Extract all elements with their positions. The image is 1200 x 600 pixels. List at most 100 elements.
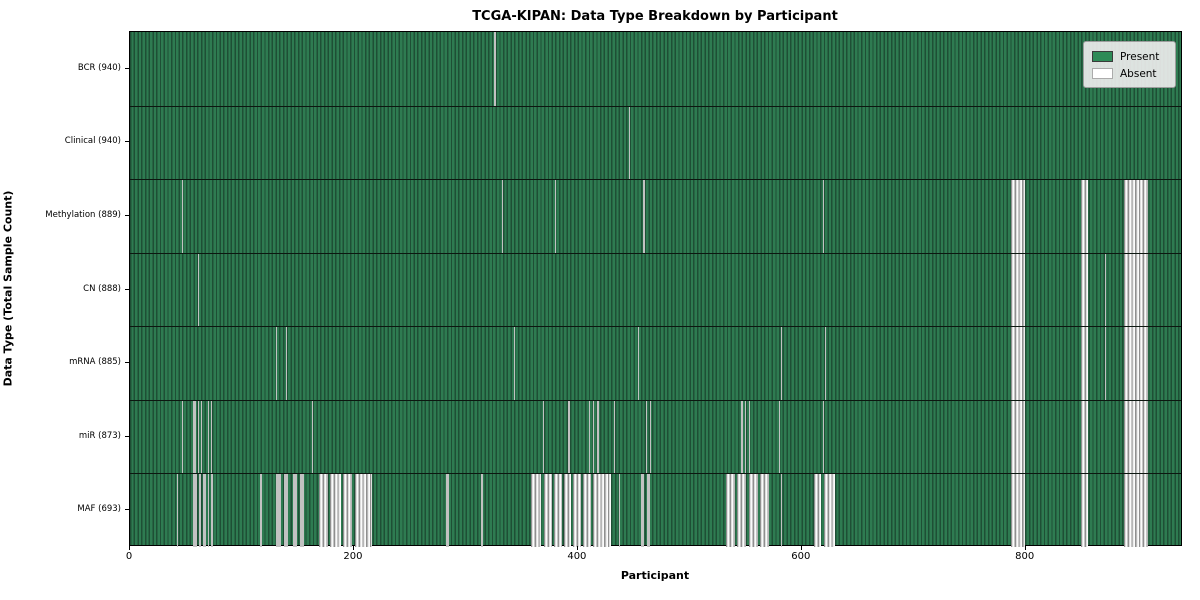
y-tick: [124, 288, 129, 290]
absent-stripe: [543, 473, 552, 547]
absent-stripe: [1104, 252, 1106, 327]
x-tick: [800, 546, 802, 550]
absent-stripe: [1123, 399, 1149, 474]
legend: Present Absent: [1083, 41, 1176, 88]
absent-stripe: [641, 473, 645, 547]
absent-stripe: [628, 105, 630, 180]
absent-stripe: [592, 399, 595, 474]
absent-stripe: [824, 326, 826, 400]
legend-entry-absent: Absent: [1092, 65, 1167, 82]
row-cn: [130, 252, 1182, 327]
absent-stripe: [618, 473, 620, 547]
y-tick: [124, 362, 129, 364]
absent-stripe: [276, 326, 278, 400]
absent-stripe: [176, 473, 178, 547]
absent-stripe: [343, 473, 353, 547]
absent-stripe: [1081, 179, 1088, 253]
absent-stripe: [446, 473, 449, 547]
absent-stripe: [1081, 473, 1088, 547]
row-mir: [130, 399, 1182, 474]
row-divider: [129, 473, 1181, 475]
absent-stripe: [813, 473, 822, 547]
absent-stripe: [1010, 252, 1026, 327]
row-mrna: [130, 326, 1182, 400]
y-tick: [124, 141, 129, 143]
absent-stripe: [646, 473, 651, 547]
absent-stripe: [207, 473, 210, 547]
legend-absent-label: Absent: [1120, 67, 1157, 80]
absent-stripe: [276, 473, 281, 547]
absent-stripe: [494, 32, 496, 106]
absent-stripe: [781, 473, 783, 547]
y-tick: [124, 509, 129, 511]
row-divider: [129, 252, 1181, 254]
x-tick-label-400: 400: [567, 551, 587, 562]
legend-entry-present: Present: [1092, 48, 1167, 65]
absent-stripe: [318, 473, 328, 547]
absent-stripe: [553, 473, 562, 547]
y-tick-label-mir: miR (873): [78, 430, 121, 441]
absent-stripe: [193, 399, 196, 474]
absent-stripe: [207, 399, 210, 474]
absent-stripe: [311, 399, 314, 474]
absent-stripe: [563, 473, 571, 547]
y-tick: [124, 214, 129, 216]
plot-area: [128, 31, 1182, 547]
absent-stripe: [745, 399, 747, 474]
x-tick-label-200: 200: [343, 551, 363, 562]
absent-stripe: [1123, 326, 1149, 400]
absent-stripe: [554, 179, 557, 253]
absent-stripe: [823, 473, 835, 547]
row-divider: [129, 105, 1181, 107]
row-divider: [129, 326, 1181, 328]
y-tick-label-maf: MAF (693): [77, 504, 121, 515]
absent-stripe: [1010, 399, 1026, 474]
absent-stripe: [203, 473, 206, 547]
absent-stripe: [1081, 326, 1088, 400]
absent-stripe: [645, 399, 647, 474]
absent-stripe: [292, 473, 298, 547]
absent-stripe: [211, 473, 214, 547]
absent-stripe: [778, 399, 781, 474]
row-bcr: [130, 32, 1182, 106]
absent-stripe: [286, 326, 288, 400]
absent-stripe: [748, 399, 750, 474]
present-swatch-icon: [1092, 51, 1113, 62]
absent-stripe: [542, 399, 544, 474]
x-tick-label-0: 0: [125, 551, 133, 562]
absent-stripe: [260, 473, 262, 547]
absent-stripe: [531, 473, 542, 547]
row-clinical: [130, 105, 1182, 180]
x-tick-label-800: 800: [1015, 551, 1035, 562]
x-axis-label: Participant: [620, 569, 690, 582]
x-tick: [1024, 546, 1026, 550]
absent-stripe: [283, 473, 289, 547]
row-divider: [129, 399, 1181, 401]
absent-stripe: [201, 399, 203, 474]
absent-stripe: [568, 399, 570, 474]
absent-swatch-icon: [1092, 68, 1113, 79]
absent-stripe: [781, 326, 783, 400]
legend-present-label: Present: [1120, 50, 1160, 63]
absent-stripe: [650, 399, 652, 474]
row-methylation: [130, 179, 1182, 253]
absent-stripe: [193, 473, 197, 547]
y-tick-label-bcr: BCR (940): [77, 62, 121, 73]
y-tick: [124, 435, 129, 437]
absent-stripe: [726, 473, 736, 547]
absent-stripe: [197, 399, 199, 474]
x-tick: [129, 546, 131, 550]
absent-stripe: [740, 399, 743, 474]
absent-stripe: [1081, 252, 1088, 327]
y-tick-label-mrna: mRNA (885): [69, 357, 121, 368]
row-maf: [130, 473, 1182, 547]
absent-stripe: [299, 473, 305, 547]
absent-stripe: [481, 473, 484, 547]
absent-stripe: [211, 399, 213, 474]
absent-stripe: [354, 473, 373, 547]
absent-stripe: [614, 399, 616, 474]
absent-stripe: [572, 473, 581, 547]
absent-stripe: [582, 473, 591, 547]
absent-stripe: [597, 399, 599, 474]
absent-stripe: [1123, 473, 1149, 547]
